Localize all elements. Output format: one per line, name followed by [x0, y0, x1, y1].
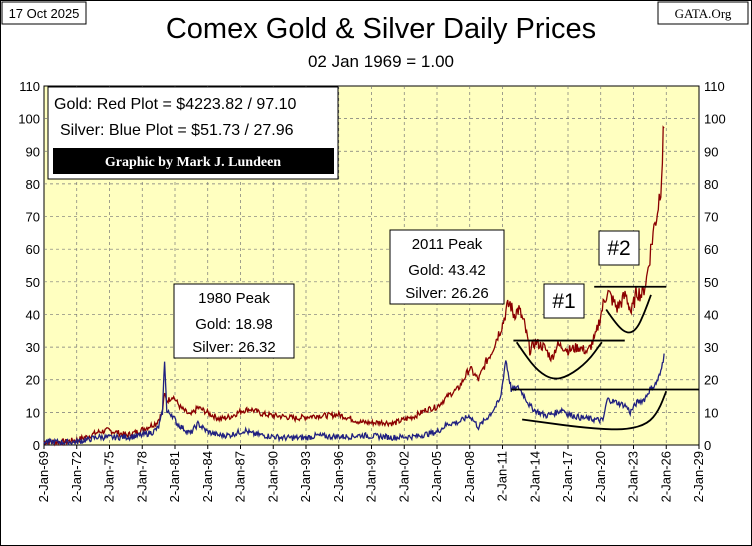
x-tick-label: 2-Jan-84 — [200, 451, 215, 502]
x-tick-label: 2-Jan-78 — [134, 451, 149, 502]
y-tick-label-left: 50 — [26, 275, 40, 290]
x-tick-label: 2-Jan-93 — [298, 451, 313, 502]
marker-2-box — [598, 230, 640, 266]
y-axis-right: 0 10 20 30 40 50 60 70 80 90 100 110 — [704, 79, 726, 453]
y-axis-left: 0 10 20 30 40 50 60 70 80 90 100 110 — [18, 79, 40, 453]
x-tick-label: 2-Jan-14 — [527, 451, 542, 502]
y-tick-label-right: 40 — [704, 307, 718, 322]
date-box — [1, 1, 87, 25]
peak-1980-gold: Gold: 18.98 — [195, 316, 273, 333]
legend-silver: Silver: Blue Plot = $51.73 / 27.96 — [60, 122, 294, 139]
silver-series-line — [43, 353, 665, 446]
x-tick-label: 2-Jan-26 — [658, 451, 673, 502]
peak-2011-gold: Gold: 43.42 — [408, 262, 486, 279]
source-box — [657, 1, 749, 25]
x-tick-label: 2-Jan-99 — [364, 451, 379, 502]
credit-text: Graphic by Mark J. Lundeen — [105, 155, 281, 170]
x-tick-label: 2-Jan-29 — [691, 451, 706, 502]
x-tick-label: 2-Jan-87 — [233, 451, 248, 502]
y-tick-label-right: 60 — [704, 242, 718, 257]
trend-arc — [515, 341, 603, 380]
y-tick-label-right: 10 — [704, 405, 718, 420]
x-tick-label: 2-Jan-72 — [69, 451, 84, 502]
y-tick-label-left: 90 — [26, 144, 40, 159]
y-tick-label-right: 80 — [704, 177, 718, 192]
y-tick-label-right: 30 — [704, 340, 718, 355]
date-label: 17 Oct 2025 — [9, 6, 80, 21]
x-tick-label: 2-Jan-96 — [331, 451, 346, 502]
trend-arc — [605, 294, 652, 334]
chart-title: Comex Gold & Silver Daily Prices — [166, 13, 596, 45]
y-tick-label-left: 30 — [26, 340, 40, 355]
x-tick-label: 2-Jan-75 — [102, 451, 117, 502]
y-tick-label-right: 70 — [704, 210, 718, 225]
y-tick-label-right: 90 — [704, 144, 718, 159]
y-tick-label-right: 110 — [704, 79, 725, 94]
x-tick-label: 2-Jan-17 — [560, 451, 575, 502]
x-tick-label: 2-Jan-05 — [429, 451, 444, 502]
x-tick-label: 2-Jan-90 — [265, 451, 280, 502]
x-axis: 2-Jan-69 2-Jan-72 2-Jan-75 2-Jan-78 2-Jan-81… — [36, 445, 706, 502]
x-tick-label: 2-Jan-11 — [495, 451, 510, 501]
y-tick-label-left: 40 — [26, 307, 40, 322]
peak-1980-box — [173, 283, 295, 359]
legend-gold: Gold: Red Plot = $4223.82 / 97.10 — [54, 96, 297, 113]
y-tick-label-left: 70 — [26, 210, 40, 225]
x-tick-label: 2-Jan-20 — [593, 451, 608, 502]
credit-banner — [53, 148, 334, 174]
peak-2011-silver: Silver: 26.26 — [405, 285, 488, 302]
x-tick-label: 2-Jan-02 — [396, 451, 411, 502]
marker-2-label: #2 — [607, 237, 630, 260]
marker-1-label: #1 — [552, 290, 575, 313]
marker-1-box — [543, 283, 585, 319]
y-tick-label-left: 10 — [26, 405, 40, 420]
x-tick-label: 2-Jan-69 — [36, 451, 51, 502]
y-tick-label-right: 100 — [704, 112, 726, 127]
gold-series-line — [43, 125, 665, 447]
chart-subtitle: 02 Jan 1969 = 1.00 — [308, 52, 454, 71]
trend-arc — [522, 390, 668, 431]
peak-2011-title: 2011 Peak — [412, 236, 483, 253]
y-tick-label-right: 20 — [704, 373, 718, 388]
y-tick-label-right: 50 — [704, 275, 718, 290]
peak-1980-title: 1980 Peak — [198, 290, 270, 307]
y-tick-label-left: 100 — [18, 112, 40, 127]
y-tick-label-left: 0 — [33, 438, 40, 453]
y-tick-label-left: 80 — [26, 177, 40, 192]
source-label: GATA.Org — [675, 6, 732, 21]
peak-1980-silver: Silver: 26.32 — [192, 339, 275, 356]
trend-lines — [511, 285, 699, 431]
x-tick-label: 2-Jan-23 — [626, 451, 641, 502]
y-tick-label-left: 110 — [19, 79, 40, 94]
y-tick-label-right: 0 — [704, 438, 711, 453]
y-tick-label-left: 20 — [26, 373, 40, 388]
x-tick-label: 2-Jan-08 — [462, 451, 477, 502]
peak-2011-box — [389, 229, 505, 305]
x-tick-label: 2-Jan-81 — [167, 451, 182, 502]
y-tick-label-left: 60 — [26, 242, 40, 257]
